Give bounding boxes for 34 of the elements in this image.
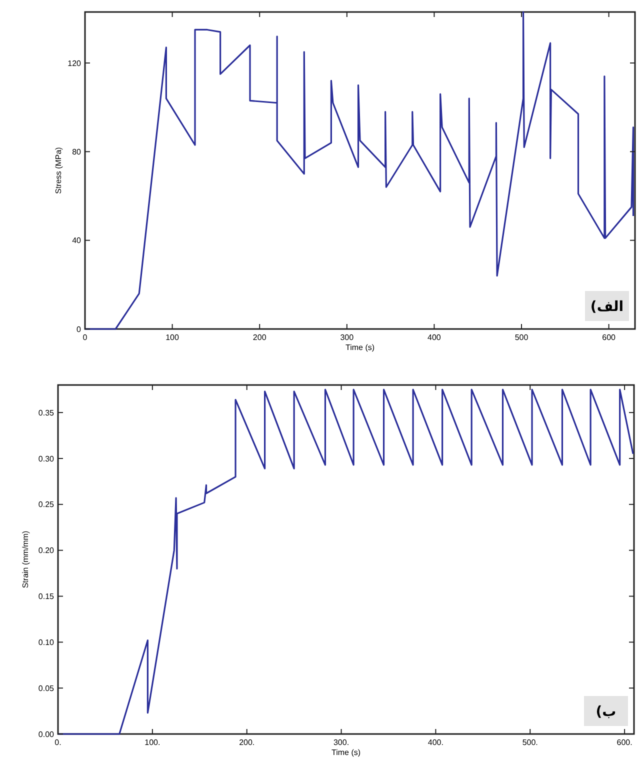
x-tick-label: 200. <box>239 738 255 747</box>
y-tick-label: 0.25 <box>38 500 55 510</box>
x-axis-title: Time (s) <box>331 748 361 757</box>
x-tick-label: 100. <box>144 738 160 747</box>
y-tick-label: 0.10 <box>38 638 55 647</box>
y-axis-title: Strain (mm/mm) <box>21 530 30 588</box>
x-tick-label: 600. <box>616 738 632 747</box>
x-tick-label: 0. <box>54 738 62 747</box>
y-tick-label: 120 <box>68 58 82 68</box>
y-tick-label: 0.30 <box>38 454 55 464</box>
y-axis-title: Stress (MPa) <box>54 146 63 194</box>
y-tick-label: 0.35 <box>38 408 55 418</box>
x-tick-label: 600 <box>602 333 616 342</box>
x-tick-label: 400 <box>428 333 442 342</box>
x-tick-label: 300 <box>340 333 354 342</box>
x-tick-label: 500 <box>514 333 529 342</box>
x-tick-label: 300. <box>333 738 350 747</box>
y-tick-label: 0.05 <box>38 684 55 693</box>
y-tick-label: 40 <box>72 236 82 246</box>
annotation: الف) <box>590 298 624 315</box>
line-series <box>58 388 634 735</box>
y-tick-label: 0 <box>76 324 82 334</box>
x-tick-label: 500. <box>522 738 538 747</box>
y-tick-label: 0.20 <box>38 546 55 556</box>
y-tick-label: 0.00 <box>38 730 55 739</box>
y-tick-label: 0.15 <box>38 592 55 602</box>
x-tick-label: 100 <box>166 333 180 342</box>
x-tick-label: 200 <box>252 333 267 342</box>
x-axis-title: Time (s) <box>345 343 375 352</box>
x-tick-label: 0 <box>82 333 88 342</box>
x-tick-label: 400. <box>428 738 444 747</box>
annotation: ب) <box>596 704 616 720</box>
line-series <box>85 11 634 330</box>
y-tick-label: 80 <box>72 147 82 156</box>
